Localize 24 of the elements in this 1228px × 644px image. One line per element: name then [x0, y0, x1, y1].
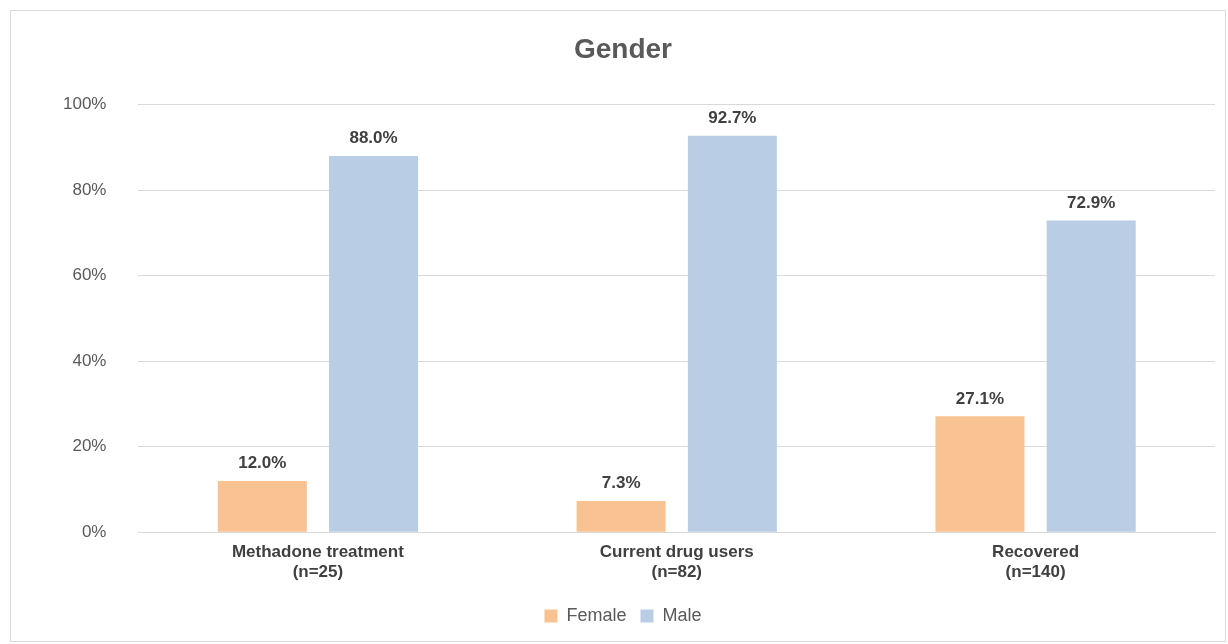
x-tick-label: Methadone treatment (n=25) — [231, 542, 405, 582]
data-label: 12.0% — [238, 453, 287, 473]
y-tick-label: 60% — [72, 265, 107, 285]
data-label: 88.0% — [349, 128, 398, 148]
bar — [687, 135, 777, 532]
bar — [1046, 220, 1136, 532]
legend-label: Female — [566, 604, 627, 625]
data-label: 27.1% — [955, 388, 1005, 408]
bar — [576, 500, 666, 532]
bar — [935, 416, 1025, 532]
y-tick-label: 100% — [63, 94, 107, 114]
chart-title: Gender — [573, 32, 673, 64]
legend-label: Male — [662, 604, 702, 625]
bar — [217, 480, 307, 532]
data-label: 92.7% — [708, 108, 757, 127]
x-tick-label: Recovered (n=140) — [992, 542, 1080, 582]
y-tick-label: 80% — [72, 179, 107, 199]
data-label: 7.3% — [601, 473, 641, 493]
data-label: 72.9% — [1067, 192, 1116, 212]
y-tick-label: 0% — [81, 521, 107, 541]
y-tick-label: 20% — [72, 436, 107, 456]
bar — [329, 155, 419, 532]
x-tick-label: Current drug users (n=82) — [599, 542, 754, 582]
y-tick-label: 40% — [72, 350, 107, 370]
